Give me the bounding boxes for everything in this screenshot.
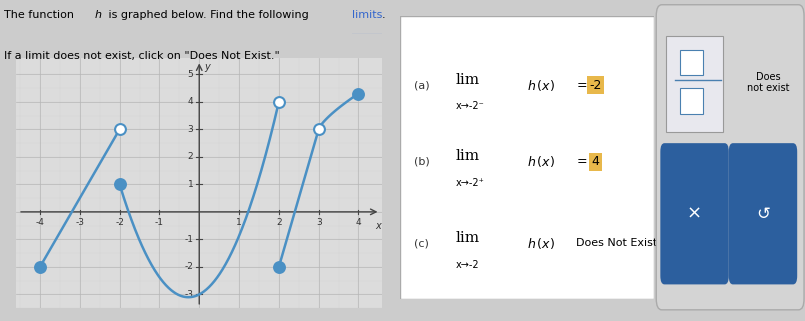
FancyBboxPatch shape <box>666 36 723 132</box>
Text: x→-2⁻: x→-2⁻ <box>456 101 485 111</box>
Text: is graphed below. Find the following: is graphed below. Find the following <box>105 10 312 20</box>
FancyBboxPatch shape <box>660 143 729 284</box>
Text: (a): (a) <box>414 80 430 90</box>
Text: -3: -3 <box>184 290 193 299</box>
Text: $h\,(x)$: $h\,(x)$ <box>526 236 555 251</box>
Text: lim: lim <box>456 231 480 245</box>
Point <box>312 127 325 132</box>
Text: Does
not exist: Does not exist <box>747 72 790 93</box>
Text: ↺: ↺ <box>756 205 770 223</box>
Text: -2: -2 <box>184 262 193 271</box>
Point <box>352 91 365 96</box>
Text: -1: -1 <box>184 235 193 244</box>
Text: 3: 3 <box>316 218 321 227</box>
Text: (b): (b) <box>414 157 430 167</box>
Text: -3: -3 <box>76 218 85 227</box>
Text: limits: limits <box>352 10 382 20</box>
Text: ×: × <box>687 205 702 223</box>
Text: h: h <box>95 10 102 20</box>
Text: 4: 4 <box>356 218 361 227</box>
Text: =: = <box>576 79 587 92</box>
Text: y: y <box>204 62 210 72</box>
Text: lim: lim <box>456 73 480 87</box>
Text: -2: -2 <box>115 218 124 227</box>
Text: 1: 1 <box>188 180 193 189</box>
Text: $h\,(x)$: $h\,(x)$ <box>526 154 555 169</box>
Text: 1: 1 <box>236 218 242 227</box>
Text: 3: 3 <box>188 125 193 134</box>
Text: The function: The function <box>4 10 77 20</box>
Text: -1: -1 <box>155 218 164 227</box>
Point <box>114 182 126 187</box>
Point <box>272 99 285 104</box>
FancyBboxPatch shape <box>679 50 703 75</box>
Text: (c): (c) <box>414 239 429 248</box>
Text: =: = <box>576 155 587 168</box>
Text: Does Not Exist: Does Not Exist <box>576 239 658 248</box>
Point <box>34 264 47 269</box>
Text: 2: 2 <box>188 152 193 161</box>
Text: 2: 2 <box>276 218 282 227</box>
FancyBboxPatch shape <box>679 88 703 114</box>
Text: x→-2⁺: x→-2⁺ <box>456 178 485 188</box>
Point <box>272 264 285 269</box>
FancyBboxPatch shape <box>656 5 804 310</box>
Text: -2: -2 <box>589 79 601 92</box>
Text: .: . <box>382 10 386 20</box>
Text: lim: lim <box>456 149 480 163</box>
Text: 4: 4 <box>592 155 599 168</box>
Text: $h\,(x)$: $h\,(x)$ <box>526 78 555 93</box>
FancyBboxPatch shape <box>729 143 797 284</box>
Text: x: x <box>375 221 382 231</box>
Text: 4: 4 <box>188 97 193 106</box>
Text: x→-2: x→-2 <box>456 260 480 270</box>
Text: -4: -4 <box>35 218 44 227</box>
Text: If a limit does not exist, click on "Does Not Exist.": If a limit does not exist, click on "Doe… <box>4 51 280 61</box>
Point <box>114 127 126 132</box>
Text: 5: 5 <box>188 70 193 79</box>
